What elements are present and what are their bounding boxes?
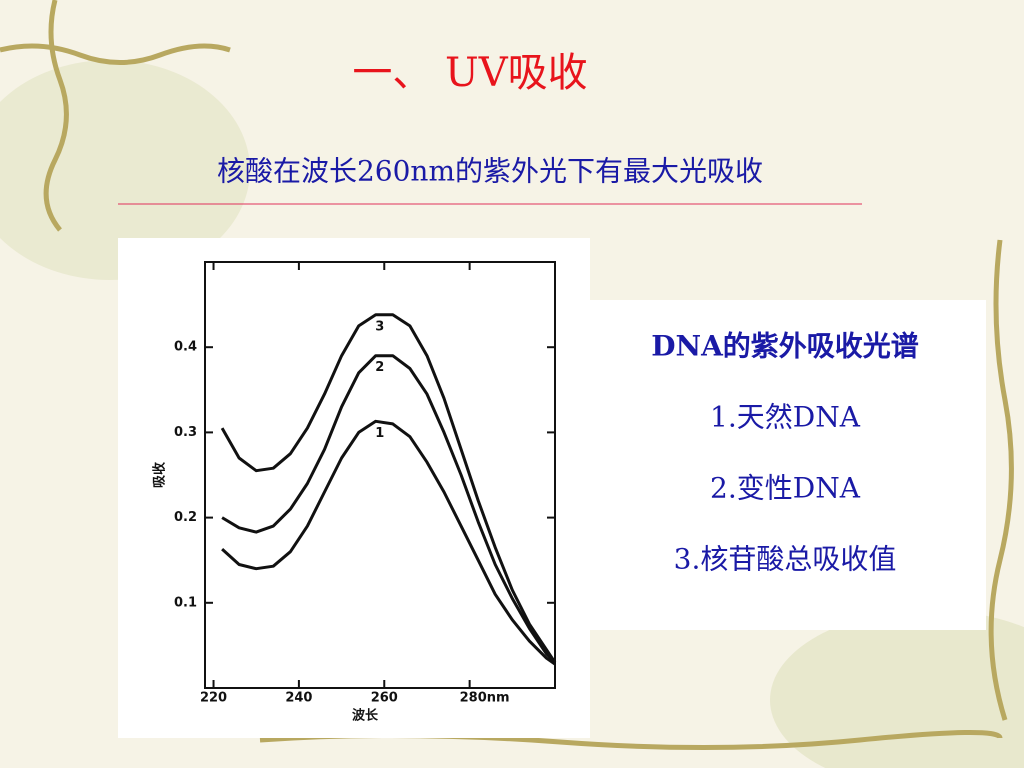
y-axis-label: 吸收 bbox=[152, 461, 168, 488]
slide-title: 一、 UV吸收 bbox=[352, 50, 587, 96]
flower-decoration bbox=[0, 60, 250, 280]
legend-line: 3.核苷酸总吸收值 bbox=[674, 543, 897, 576]
legend-line: 1.天然DNA bbox=[710, 401, 861, 434]
series-label: 3 bbox=[375, 319, 384, 334]
legend-line: DNA的紫外吸收光谱 bbox=[651, 330, 919, 363]
series-line bbox=[221, 419, 556, 666]
x-tick-label: 240 bbox=[285, 691, 312, 706]
y-tick-label: 0.2 bbox=[174, 510, 197, 525]
y-tick-label: 0.1 bbox=[174, 595, 197, 610]
legend-text: DNA的紫外吸收光谱 1.天然DNA 2.变性DNA 3.核苷酸总吸收值 bbox=[651, 330, 919, 576]
y-tick-label: 0.4 bbox=[174, 340, 197, 355]
flower-decoration bbox=[770, 610, 1024, 768]
series-line bbox=[221, 354, 557, 664]
series-line bbox=[220, 313, 557, 664]
vine bbox=[0, 43, 231, 65]
legend-line: 2.变性DNA bbox=[710, 472, 861, 505]
slide-subtitle: 核酸在波长260nm的紫外光下有最大光吸收 bbox=[217, 155, 763, 188]
series-label: 1 bbox=[375, 426, 384, 441]
legend-box bbox=[590, 300, 986, 630]
x-tick-label: 260 bbox=[371, 691, 398, 706]
series-label: 2 bbox=[375, 360, 384, 375]
figure-background bbox=[118, 238, 590, 738]
y-tick-label: 0.3 bbox=[174, 425, 197, 440]
x-axis-label: 波长 bbox=[352, 708, 379, 724]
x-tick-label: 280nm bbox=[460, 691, 510, 706]
plot-frame bbox=[204, 261, 556, 689]
x-tick-label: 220 bbox=[200, 691, 227, 706]
vine bbox=[43, 0, 69, 232]
vine bbox=[988, 239, 1014, 721]
chart: 0.1 0.2 0.3 0.4 220 240 260 280nm 波长 吸收 1 2 3 bbox=[152, 261, 557, 724]
